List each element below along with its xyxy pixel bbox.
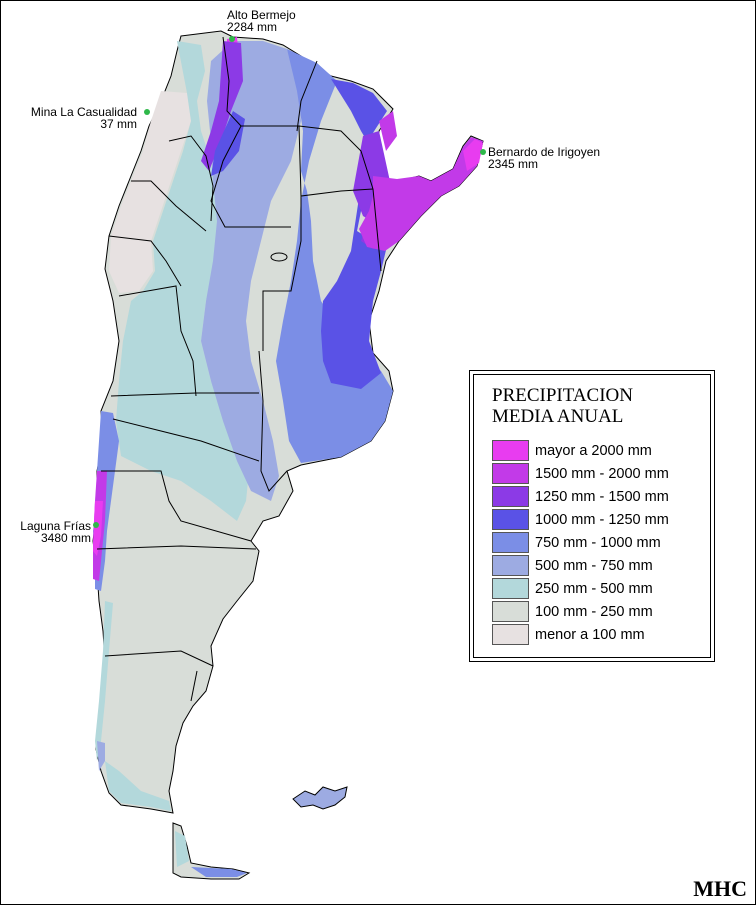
- marker-laguna-frias: [93, 522, 99, 528]
- map-legend: PRECIPITACION MEDIA ANUAL mayor a 2000 m…: [469, 370, 715, 662]
- legend-label: 750 mm - 1000 mm: [535, 534, 661, 551]
- label-bernardo-de-irigoyen-value: 2345 mm: [488, 157, 538, 171]
- legend-title: PRECIPITACION MEDIA ANUAL: [492, 385, 633, 427]
- zone-menor-100: [109, 91, 191, 293]
- legend-swatch: [492, 601, 529, 622]
- legend-label: menor a 100 mm: [535, 626, 645, 643]
- islas-malvinas: [292, 786, 348, 810]
- legend-item: mayor a 2000 mm: [492, 439, 669, 462]
- legend-label: 1250 mm - 1500 mm: [535, 488, 669, 505]
- province-borders: [96, 36, 382, 702]
- zone-mayor-2000-irigoyen: [463, 139, 483, 171]
- zone-1500-2000: [359, 137, 483, 251]
- laguna-mar-chiquita: [270, 252, 288, 262]
- legend-label: 250 mm - 500 mm: [535, 580, 653, 597]
- legend-label: 500 mm - 750 mm: [535, 557, 653, 574]
- label-laguna-frias-name: Laguna Frías: [20, 519, 91, 533]
- legend-swatch: [492, 555, 529, 576]
- legend-item: 750 mm - 1000 mm: [492, 531, 669, 554]
- label-bernardo-de-irigoyen-name: Bernardo de Irigoyen: [488, 145, 600, 159]
- legend-items: mayor a 2000 mm 1500 mm - 2000 mm 1250 mm …: [492, 439, 669, 646]
- label-alto-bermejo-name: Alto Bermejo: [227, 8, 296, 22]
- legend-swatch: [492, 509, 529, 530]
- legend-item: 500 mm - 750 mm: [492, 554, 669, 577]
- legend-label: mayor a 2000 mm: [535, 442, 652, 459]
- legend-swatch: [492, 486, 529, 507]
- legend-label: 100 mm - 250 mm: [535, 603, 653, 620]
- author-signature: MHC: [693, 876, 747, 901]
- marker-mina-la-casualidad: [144, 109, 150, 115]
- legend-item: 1250 mm - 1500 mm: [492, 485, 669, 508]
- legend-swatch: [492, 532, 529, 553]
- label-mina-la-casualidad-name: Mina La Casualidad: [31, 105, 137, 119]
- legend-item: 100 mm - 250 mm: [492, 600, 669, 623]
- legend-item: menor a 100 mm: [492, 623, 669, 646]
- marker-bernardo-de-irigoyen: [480, 149, 486, 155]
- legend-swatch: [492, 463, 529, 484]
- legend-item: 1500 mm - 2000 mm: [492, 462, 669, 485]
- zone-250-500: [116, 41, 249, 521]
- label-mina-la-casualidad-value: 37 mm: [100, 117, 137, 131]
- label-alto-bermejo-value: 2284 mm: [227, 20, 277, 34]
- label-laguna-frias-value: 3480 mm: [41, 531, 91, 545]
- marker-alto-bermejo: [229, 36, 235, 42]
- legend-item: 1000 mm - 1250 mm: [492, 508, 669, 531]
- legend-label: 1500 mm - 2000 mm: [535, 465, 669, 482]
- legend-swatch: [492, 578, 529, 599]
- legend-label: 1000 mm - 1250 mm: [535, 511, 669, 528]
- zone-1250-1500: [353, 131, 391, 249]
- legend-swatch: [492, 624, 529, 645]
- legend-swatch: [492, 440, 529, 461]
- legend-item: 250 mm - 500 mm: [492, 577, 669, 600]
